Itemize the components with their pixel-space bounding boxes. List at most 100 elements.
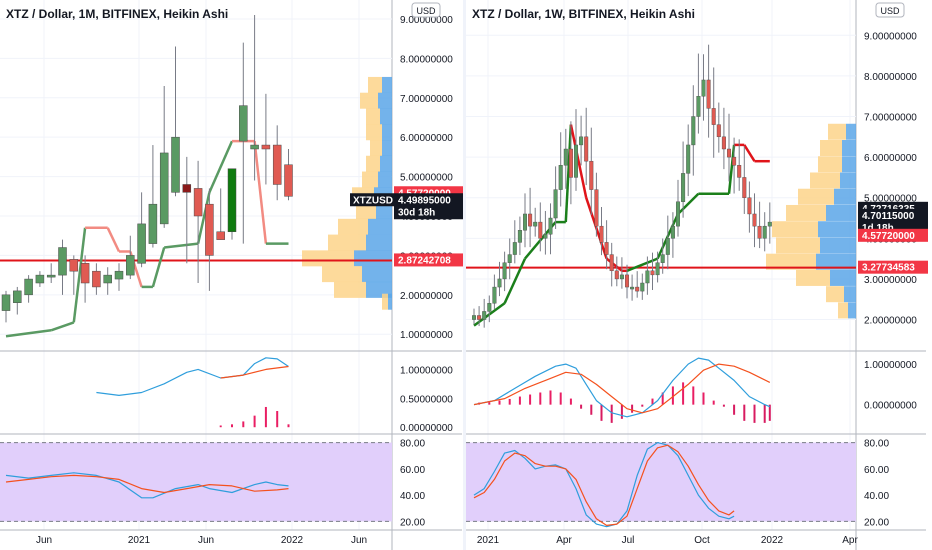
volume-profile-up-bar [810,172,840,189]
macd-histogram-bar [498,400,501,405]
time-tick-label: Apr [842,535,858,546]
time-tick-label: 2022 [281,535,304,546]
macd-histogram-bar [231,424,233,428]
candle-body [507,254,512,263]
candle-body [13,290,22,303]
supertrend-segment [164,242,199,249]
candle-body [594,189,599,227]
volume-profile-down-bar [382,124,392,141]
candle-body [35,274,45,284]
candle-body [492,286,497,304]
volume-profile-down-bar [380,108,392,125]
volume-profile-up-bar [302,250,354,267]
candle-body [159,152,169,225]
stoch-tick-label: 80.00 [864,439,889,450]
volume-profile-up-bar [334,281,366,298]
macd-histogram-bar [712,400,715,405]
price-tag-countdown: 1d 18h [862,223,894,234]
price-tag-label: 3.27734583 [862,263,915,274]
candle-body [250,144,259,150]
macd-line [473,357,771,418]
currency-label: USD [416,6,436,16]
macd-histogram-bar [529,394,532,405]
candle-body [1,294,11,311]
price-tag-label: 4.57720000 [862,231,915,242]
volume-profile-down-bar [368,218,392,235]
price-tick-label: 9.00000000 [400,15,453,26]
candle-body [24,278,33,296]
volume-profile-down-bar [354,250,392,267]
macd-histogram-bar [763,404,766,423]
candle-body [543,234,548,239]
candle-body [645,270,650,284]
panel-divider[interactable] [463,0,466,550]
supertrend-segment [503,258,527,304]
price-tick-label: 2.00000000 [864,316,917,327]
volume-profile-up-bar [772,221,818,238]
price-tick-label: 6.00000000 [864,153,917,164]
price-tick-label: 6.00000000 [400,133,453,144]
price-tick-label: 9.00000000 [864,31,917,42]
candle-body [721,136,726,150]
candle-body [533,221,538,227]
price-tick-label: 1.00000000 [400,330,453,341]
volume-profile-down-bar [830,269,856,286]
macd-histogram-bar [600,404,603,421]
stoch-tick-label: 20.00 [400,517,425,528]
macd-histogram-bar [242,421,245,428]
price-tick-label: 5.00000000 [864,194,917,205]
candle-body [665,238,670,255]
candle-body [747,197,752,215]
candle-body [477,315,482,320]
candle-body [114,270,124,280]
price-tick-label: 5.00000000 [400,173,453,184]
stoch-band-fill [466,442,856,522]
currency-label: USD [880,6,900,16]
candle-body [609,254,614,272]
candle-body [58,247,67,276]
supertrend-segment [106,227,121,253]
candle-body [752,213,757,227]
candle-body [517,230,522,243]
candle-body [239,105,248,142]
macd-histogram-bar [219,425,222,428]
weekly-chart-canvas[interactable]: 9.00000000 8.00000000 7.00000000 6.00000000… [466,0,932,550]
stoch-k-line [473,442,735,528]
candle-body [762,225,767,239]
volume-profile-up-bar [370,140,382,156]
candle-body [650,270,655,276]
candle-body [599,225,604,243]
candle-body [737,165,742,178]
supertrend-segment [677,192,700,215]
macd-histogram-bar [264,406,267,428]
macd-histogram-bar [488,402,491,405]
volume-profile-up-bar [366,124,382,141]
candle-body [487,303,492,312]
chart-panel-monthly[interactable]: 9.00000000 8.00000000 7.00000000 6.00000000… [0,0,466,550]
candle-body [604,242,609,255]
volume-profile-up-bar [766,253,816,270]
volume-profile-up-bar [368,76,382,93]
candle-body [584,136,589,162]
candle-body [512,242,517,255]
chart-panel-weekly[interactable]: 9.00000000 8.00000000 7.00000000 6.00000000… [466,0,932,550]
price-tag-countdown: 30d 18h [398,207,435,218]
monthly-chart-canvas[interactable]: 9.00000000 8.00000000 7.00000000 6.00000000… [0,0,466,550]
macd-histogram-bar [590,404,593,415]
volume-profile-down-bar [840,172,856,189]
volume-profile-up-bar [796,269,830,286]
macd-histogram-bar [768,404,771,421]
currency-badge [411,2,441,18]
candle-body [502,262,507,280]
candle-body [579,136,584,146]
macd-histogram-bar [722,404,725,407]
volume-profile-down-bar [846,123,856,140]
price-tag-box [858,228,928,242]
macd-histogram-bar [559,392,562,405]
candle-body [681,173,686,202]
macd-histogram-bar [702,392,705,405]
supertrend-segment [196,192,211,244]
price-tick-label: 8.00000000 [400,54,453,65]
supertrend-segment [564,124,573,223]
candle-body [497,278,502,288]
